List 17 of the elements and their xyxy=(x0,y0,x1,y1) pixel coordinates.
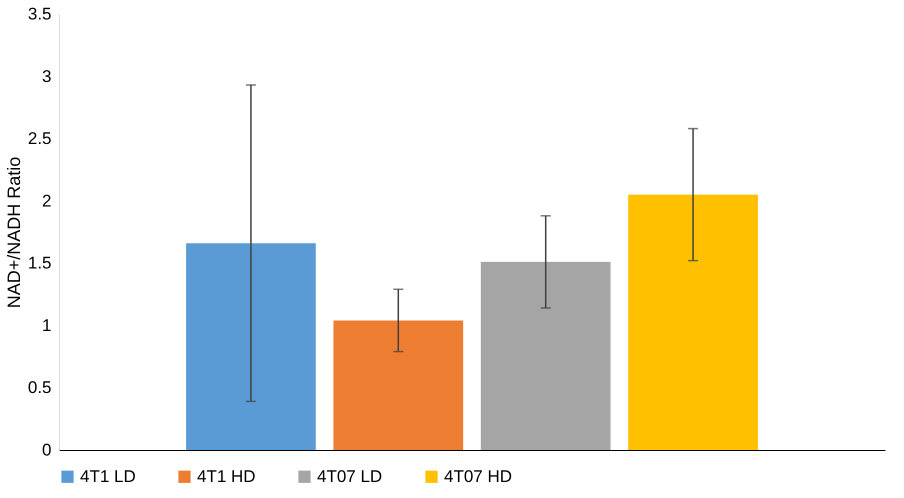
legend-label: 4T07 LD xyxy=(317,466,382,486)
legend-label: 4T07 HD xyxy=(444,466,512,486)
bar xyxy=(480,262,611,450)
legend-label: 4T1 LD xyxy=(80,466,136,486)
bar xyxy=(186,243,316,450)
y-tick-label: 2 xyxy=(42,191,52,210)
y-tick-label: 1.5 xyxy=(28,254,52,273)
y-tick-label: 2.5 xyxy=(28,129,52,148)
y-tick-label: 0 xyxy=(42,440,52,460)
y-tick-label: 0.5 xyxy=(28,378,52,398)
legend-label: 4T1 HD xyxy=(197,466,256,486)
y-tick-label: 1 xyxy=(42,316,52,335)
y-axis-title: NAD+/NADH Ratio xyxy=(4,156,24,308)
bar xyxy=(333,320,464,450)
bar xyxy=(628,194,758,450)
y-tick-label: 3.5 xyxy=(28,4,52,24)
y-tick-label: 3 xyxy=(42,66,52,86)
